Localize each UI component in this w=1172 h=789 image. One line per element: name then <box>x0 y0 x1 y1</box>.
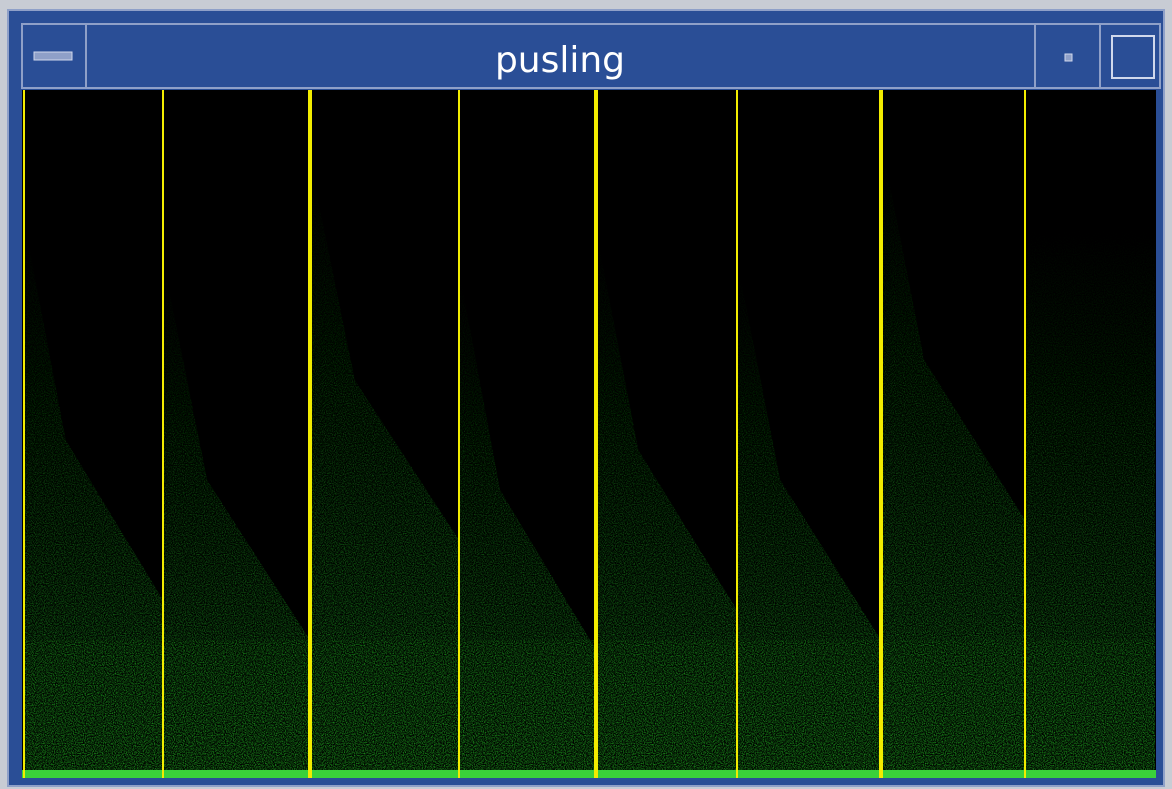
low-band <box>24 640 163 775</box>
low-band <box>310 640 459 775</box>
window: pusling <box>0 0 1172 789</box>
low-band <box>163 640 310 775</box>
minimize-icon <box>1065 54 1072 61</box>
window-title: pusling <box>495 40 625 81</box>
low-band <box>596 640 737 775</box>
menu-icon <box>34 52 72 60</box>
low-band <box>459 640 596 775</box>
low-band <box>1025 640 1155 775</box>
low-band <box>737 640 881 775</box>
low-band <box>881 640 1025 775</box>
spectrogram-baseline <box>22 770 1156 778</box>
page: pusling (() => { const data = JSON.parse… <box>0 0 1172 789</box>
